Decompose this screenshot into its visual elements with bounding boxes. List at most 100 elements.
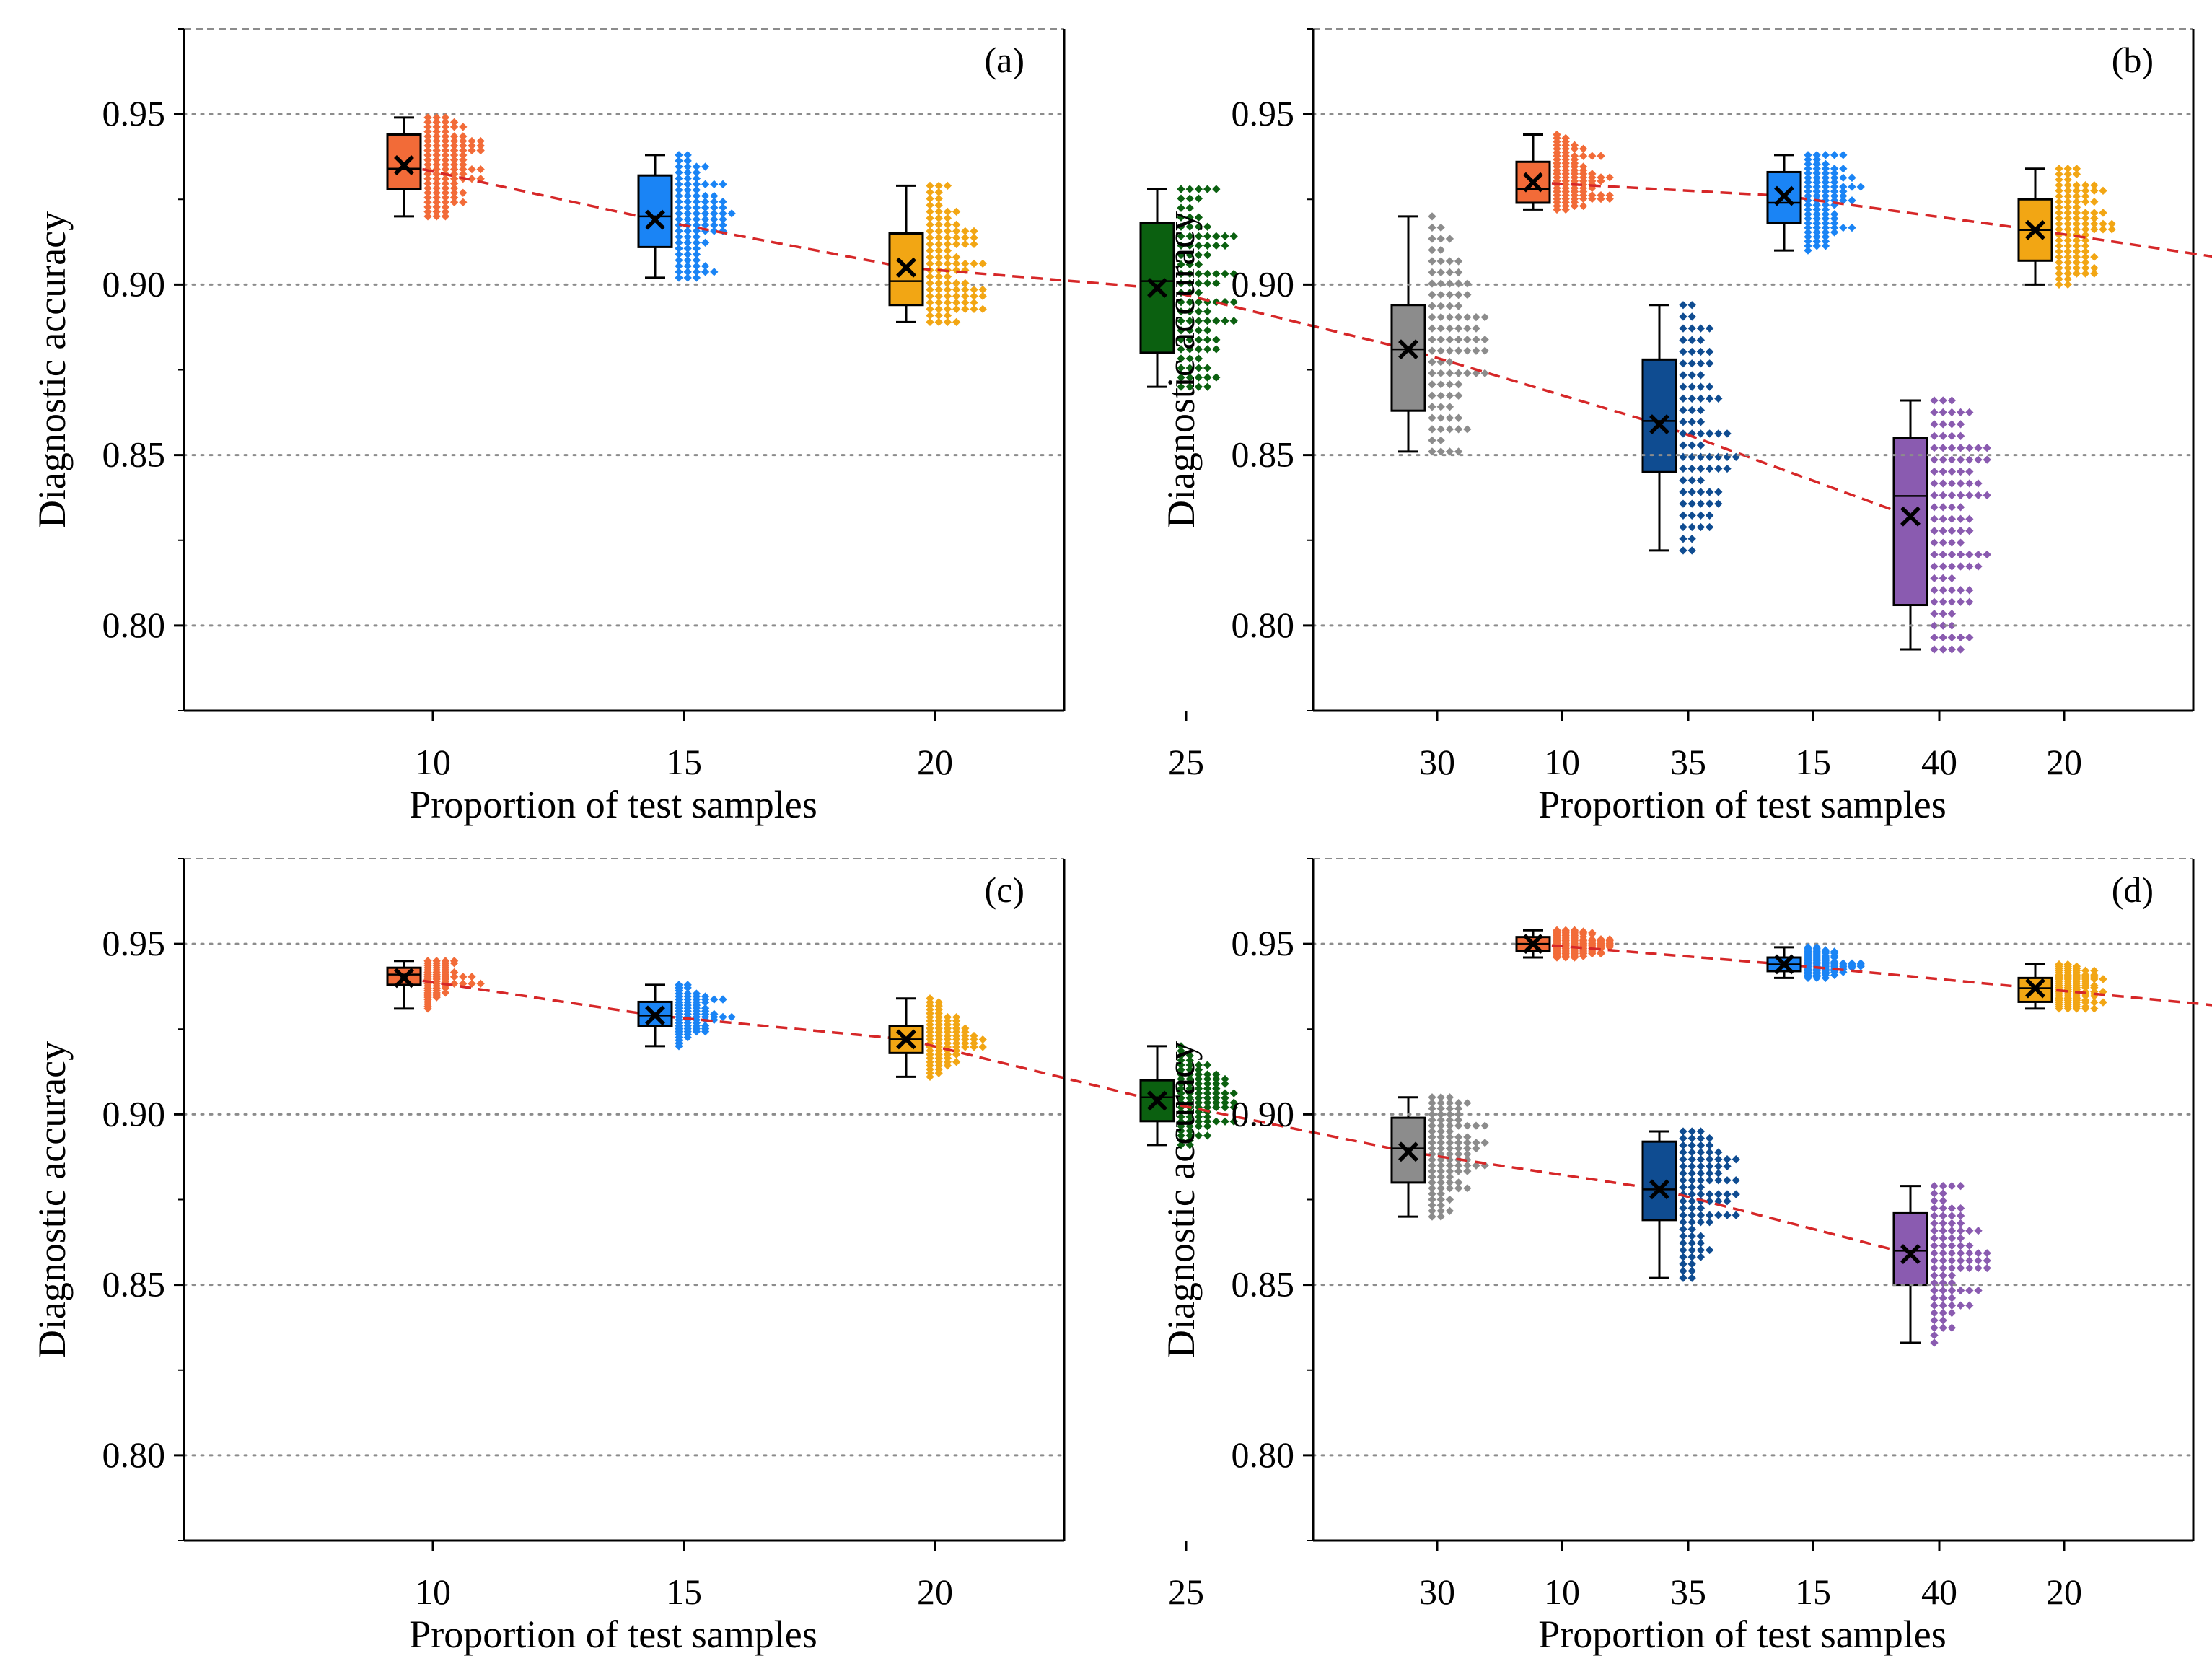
strip-dot	[1956, 467, 1965, 476]
strip-dot	[1930, 527, 1939, 535]
mean-marker	[394, 155, 414, 175]
strip-dot	[1687, 1190, 1696, 1198]
strip-dot	[683, 238, 692, 247]
strip-dot	[1696, 464, 1706, 473]
strip-dot	[1930, 645, 1939, 654]
strip-dot	[1185, 1136, 1194, 1145]
strip-dot	[926, 214, 934, 223]
strip-dot	[1203, 1084, 1212, 1093]
strip-dot	[1428, 1201, 1436, 1210]
strip-dot	[1463, 1161, 1472, 1170]
strip-dot	[1930, 1241, 1939, 1250]
strip-dot	[1428, 245, 1436, 255]
strip-dot	[1679, 441, 1687, 450]
strip-dot	[1579, 927, 1588, 936]
strip-dot	[1428, 391, 1436, 400]
strip-dot	[683, 981, 692, 989]
strip-dot	[1454, 391, 1463, 400]
y-axis-title: Diagnostic accuracy	[30, 1041, 74, 1358]
strip-dot	[441, 132, 450, 141]
strip-dot	[1428, 268, 1436, 277]
strip-dot	[1185, 345, 1194, 354]
strip-dot	[1821, 205, 1830, 214]
strip-dot	[449, 155, 459, 165]
strip-dot	[1436, 1178, 1445, 1187]
strip-dot	[943, 304, 952, 314]
strip-dot	[1454, 1178, 1463, 1187]
strip-dot	[1229, 1117, 1238, 1126]
strip-dot	[432, 127, 441, 136]
strip-dot	[1472, 1144, 1480, 1153]
strip-dot	[934, 285, 943, 294]
strip-dot	[1705, 511, 1714, 520]
strip-dot	[449, 968, 459, 977]
strip-dot	[1687, 418, 1696, 426]
strip-dot	[1830, 178, 1839, 187]
strip-dot	[449, 973, 459, 981]
strip-dot	[1696, 324, 1706, 333]
strip-dot	[1221, 1089, 1229, 1097]
strip-dot	[1436, 1133, 1445, 1141]
strip-dot	[468, 973, 476, 981]
strip-dot	[926, 279, 934, 288]
strip-dot	[1194, 194, 1203, 203]
strip-dot	[1939, 1204, 1947, 1213]
strip-dot	[1930, 1323, 1939, 1332]
strip-dot	[1212, 1089, 1221, 1097]
strip-dot	[1812, 173, 1821, 182]
strip-dots-25	[1177, 1042, 1238, 1149]
strip-dot	[1821, 214, 1830, 223]
y-tick-label: 0.85	[102, 434, 166, 475]
strip-dot	[1221, 317, 1229, 325]
strip-dot	[952, 240, 961, 249]
strip-dot	[934, 194, 943, 203]
strip-dot	[1463, 1139, 1472, 1147]
strip-dot	[1203, 364, 1212, 372]
strip-dot	[1428, 223, 1436, 232]
strip-dot	[441, 155, 450, 165]
strip-dot	[1939, 1249, 1947, 1258]
strip-dot	[961, 298, 970, 307]
strip-dot	[934, 298, 943, 307]
strip-dot	[1570, 926, 1579, 934]
strip-dot	[449, 175, 459, 183]
strip-dot	[1679, 1260, 1687, 1268]
mean-marker	[1649, 414, 1669, 435]
strip-dot	[2063, 225, 2072, 234]
strip-dot	[926, 246, 934, 255]
strip-dot	[1821, 169, 1830, 178]
strip-dot	[2055, 242, 2063, 250]
x-tick-label: 25	[1168, 1572, 1204, 1612]
strip-dot	[1956, 408, 1965, 417]
strip-dot	[1679, 546, 1687, 555]
strip-dot	[441, 113, 450, 122]
strip-dot	[1445, 380, 1454, 389]
strip-dot	[423, 146, 432, 155]
strip-dot	[459, 188, 468, 197]
strip-dot	[1983, 1249, 1991, 1258]
strip-dot	[1679, 1127, 1687, 1136]
strip-dot	[1696, 1183, 1706, 1192]
strip-dot	[1947, 645, 1957, 654]
strip-dot	[1687, 1224, 1696, 1234]
strip-dot	[2055, 263, 2063, 273]
strip-dot	[1812, 237, 1821, 246]
box-iqr	[1892, 437, 1928, 607]
strip-dot	[1428, 235, 1436, 243]
strip-dot	[2063, 181, 2072, 190]
strip-dot	[1177, 298, 1185, 307]
strip-dot	[1194, 222, 1203, 231]
strip-dot	[1965, 1301, 1974, 1310]
strip-dots-10	[423, 957, 485, 1013]
strip-dot	[1588, 935, 1597, 944]
strip-dot	[1821, 237, 1830, 246]
strip-dot	[1930, 420, 1939, 429]
strip-dot	[943, 259, 952, 268]
strip-dot	[683, 232, 692, 241]
strip-dot	[1947, 1263, 1957, 1273]
strip-dot	[1947, 514, 1957, 523]
y-tick-label: 0.90	[102, 263, 166, 304]
strip-dot	[1848, 183, 1856, 191]
strip-dot	[1983, 491, 1991, 500]
strip-dot	[2081, 181, 2090, 190]
